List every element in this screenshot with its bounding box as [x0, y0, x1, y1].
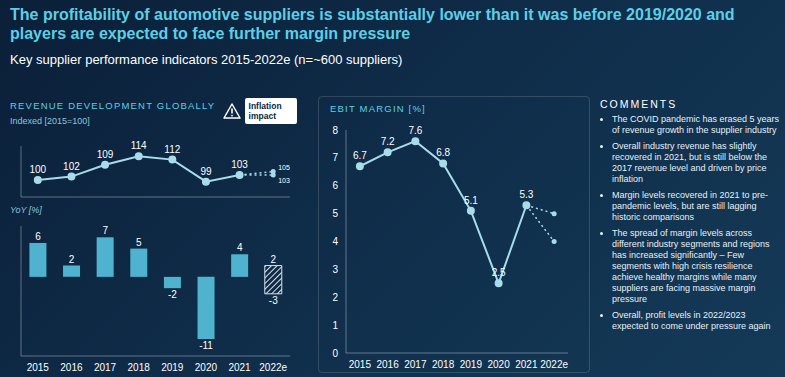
svg-text:1: 1: [332, 320, 338, 331]
svg-text:109: 109: [97, 149, 114, 160]
svg-text:2: 2: [332, 292, 338, 303]
html-text:The COVID pandemic has erased: The COVID pandemic has erased 5 years of…: [612, 114, 780, 135]
html-text:Overall, profit levels in 2022: Overall, profit levels in 2022/2023 expe…: [612, 310, 771, 331]
svg-text:4: 4: [237, 242, 243, 253]
html-text:REVENUE DEVELOPMENT GLOBALLY: REVENUE DEVELOPMENT GLOBALLY: [10, 100, 216, 111]
svg-text:2: 2: [69, 254, 75, 265]
svg-text:103: 103: [278, 177, 290, 184]
svg-text:103: 103: [231, 159, 248, 170]
svg-text:99: 99: [200, 166, 212, 177]
svg-text:2018: 2018: [432, 359, 455, 370]
svg-text:7: 7: [332, 152, 338, 163]
html-text:COMMENTS: COMMENTS: [600, 98, 678, 110]
svg-text:4: 4: [332, 236, 338, 247]
svg-text:2022e: 2022e: [259, 362, 287, 373]
svg-text:5.3: 5.3: [519, 189, 533, 200]
html-text:The profitability of automotiv: The profitability of automotive supplier…: [10, 6, 735, 42]
html-text:YoY [%]: YoY [%]: [10, 205, 42, 215]
html-text:The spread of margin levels ac: The spread of margin levels across diffe…: [612, 228, 770, 304]
svg-text:6: 6: [35, 231, 41, 242]
svg-text:5: 5: [136, 237, 142, 248]
svg-text:2020: 2020: [195, 362, 218, 373]
svg-text:6.8: 6.8: [436, 147, 450, 158]
html-text:EBIT MARGIN [%]: EBIT MARGIN [%]: [330, 103, 426, 114]
html-text:Overall industry revenue has s: Overall industry revenue has slightly re…: [612, 141, 768, 184]
svg-text:2019: 2019: [161, 362, 184, 373]
html-text:Inflation impact: Inflation impact: [248, 101, 282, 121]
svg-text:3: 3: [332, 264, 338, 275]
svg-text:2.5: 2.5: [492, 267, 506, 278]
svg-text:2016: 2016: [60, 362, 83, 373]
svg-text:100: 100: [29, 164, 46, 175]
svg-text:7.2: 7.2: [381, 136, 395, 147]
svg-text:8: 8: [332, 125, 338, 136]
svg-text:2017: 2017: [94, 362, 117, 373]
svg-text:2021: 2021: [228, 362, 251, 373]
svg-text:6.7: 6.7: [353, 150, 367, 161]
html-text:Indexed [2015=100]: Indexed [2015=100]: [10, 116, 90, 126]
svg-text:5: 5: [332, 208, 338, 219]
svg-text:2022e: 2022e: [540, 359, 568, 370]
svg-text:-2: -2: [168, 289, 177, 300]
svg-text:102: 102: [63, 161, 80, 172]
html-text:Margin levels recovered in 202: Margin levels recovered in 2021 to pre-p…: [612, 190, 769, 222]
svg-text:6: 6: [332, 180, 338, 191]
svg-text:2: 2: [271, 254, 277, 265]
svg-text:114: 114: [131, 140, 147, 151]
svg-text:112: 112: [164, 144, 180, 155]
svg-text:2015: 2015: [27, 362, 50, 373]
svg-text:7: 7: [102, 225, 108, 236]
svg-text:2020: 2020: [488, 359, 511, 370]
svg-text:-3: -3: [269, 295, 278, 306]
svg-text:7.6: 7.6: [408, 125, 422, 136]
html-text:Key supplier performance indic: Key supplier performance indicators 2015…: [10, 52, 403, 67]
svg-text:2018: 2018: [128, 362, 151, 373]
svg-text:2016: 2016: [377, 359, 400, 370]
svg-text:2021: 2021: [515, 359, 538, 370]
svg-text:105: 105: [278, 164, 290, 171]
svg-text:-11: -11: [199, 340, 213, 351]
svg-text:0: 0: [332, 348, 338, 359]
svg-text:2015: 2015: [349, 359, 372, 370]
svg-text:2017: 2017: [404, 359, 427, 370]
svg-text:2019: 2019: [460, 359, 483, 370]
svg-text:5.1: 5.1: [464, 195, 478, 206]
